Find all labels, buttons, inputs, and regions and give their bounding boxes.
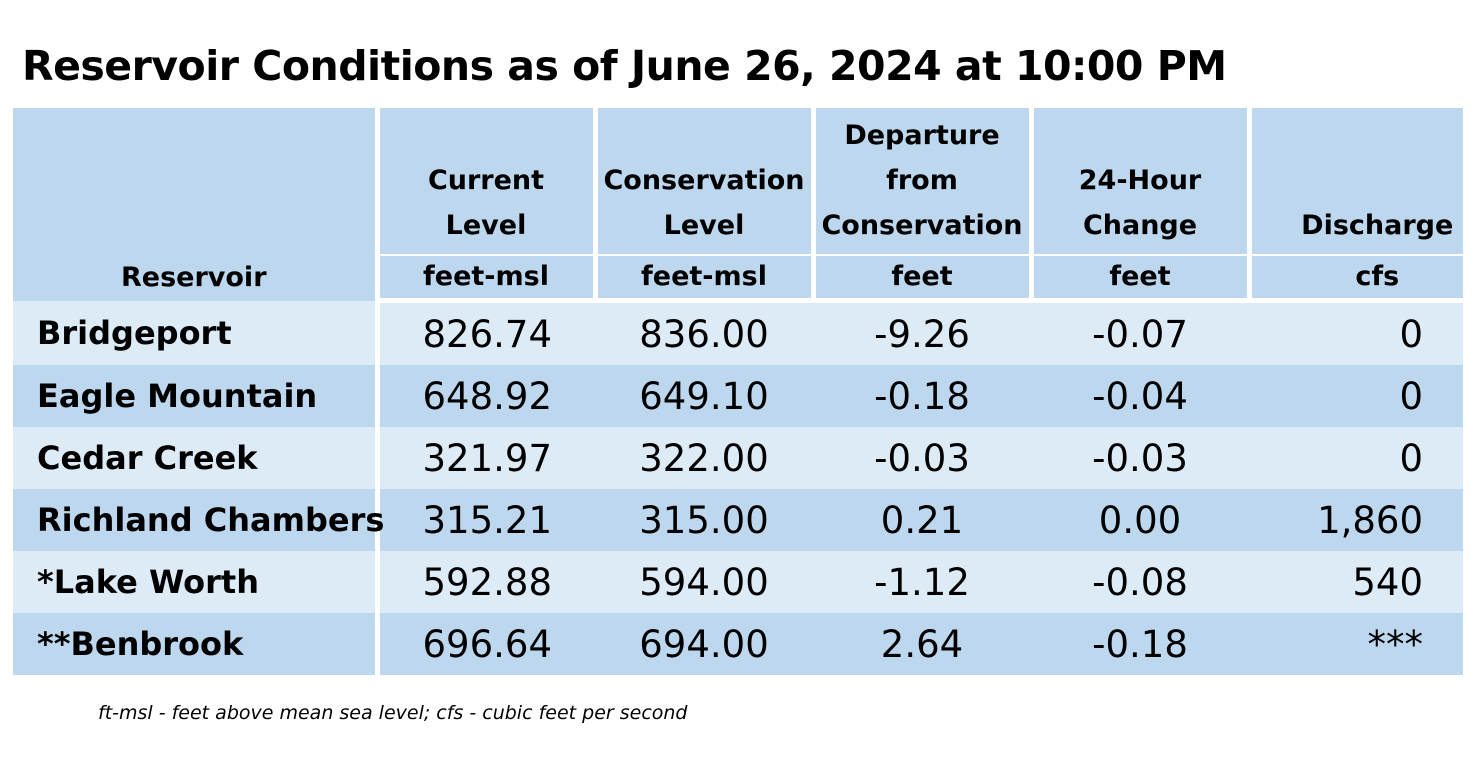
header-reservoir: Reservoir [13, 108, 380, 301]
page-title: Reservoir Conditions as of June 26, 2024… [22, 42, 1227, 90]
table-row: **Benbrook 696.64 694.00 2.64 -0.18 *** [13, 613, 1463, 675]
header-departure-line2: from [886, 165, 958, 196]
cell-departure: -0.18 [813, 365, 1031, 427]
header-current-level-line2: Level [445, 210, 527, 241]
cell-reservoir: Bridgeport [13, 300, 380, 365]
cell-current-level: 321.97 [377, 427, 595, 489]
header-change-line1: 24-Hour [1078, 165, 1202, 196]
header-change: 24-Hour Change [1031, 108, 1252, 256]
table-row: Richland Chambers 315.21 315.00 0.21 0.0… [13, 489, 1463, 551]
cell-discharge: 0 [1249, 365, 1463, 427]
cell-reservoir: *Lake Worth [13, 551, 380, 613]
cell-discharge: 0 [1249, 427, 1463, 489]
header-conservation-level-line2: Level [663, 210, 745, 241]
header-discharge-label: Discharge [1301, 210, 1454, 241]
table-row: Bridgeport 826.74 836.00 -9.26 -0.07 0 [13, 300, 1463, 365]
footnote: ft-msl - feet above mean sea level; cfs … [98, 702, 688, 724]
cell-reservoir: Richland Chambers [13, 489, 384, 551]
table-row: Cedar Creek 321.97 322.00 -0.03 -0.03 0 [13, 427, 1463, 489]
cell-change: -0.18 [1031, 613, 1249, 675]
unit-conservation-level: feet-msl [595, 255, 816, 303]
cell-change: 0.00 [1031, 489, 1249, 551]
unit-change: feet [1031, 255, 1252, 303]
header-current-level-line1: Current [427, 165, 545, 196]
cell-reservoir: **Benbrook [13, 613, 380, 675]
header-departure-line1: Departure [844, 120, 1000, 151]
cell-discharge: 1,860 [1249, 489, 1463, 551]
header-row-titles: Reservoir Current Level Conservation Lev… [13, 108, 1463, 301]
cell-conservation-level: 836.00 [595, 300, 813, 365]
header-conservation-level-line1: Conservation [603, 165, 805, 196]
table-header: Reservoir Current Level Conservation Lev… [13, 108, 1463, 303]
header-conservation-level: Conservation Level [595, 108, 816, 256]
table-row: Eagle Mountain 648.92 649.10 -0.18 -0.04… [13, 365, 1463, 427]
cell-current-level: 648.92 [377, 365, 595, 427]
cell-departure: 0.21 [813, 489, 1031, 551]
cell-discharge: 540 [1249, 551, 1463, 613]
cell-current-level: 592.88 [377, 551, 595, 613]
cell-departure: -1.12 [813, 551, 1031, 613]
header-current-level: Current Level [377, 108, 598, 256]
table-body: Bridgeport 826.74 836.00 -9.26 -0.07 0 E… [13, 300, 1463, 675]
cell-conservation-level: 649.10 [595, 365, 813, 427]
cell-current-level: 826.74 [377, 300, 595, 365]
cell-reservoir: Eagle Mountain [13, 365, 380, 427]
cell-conservation-level: 594.00 [595, 551, 813, 613]
unit-departure: feet [813, 255, 1034, 303]
table-row: *Lake Worth 592.88 594.00 -1.12 -0.08 54… [13, 551, 1463, 613]
header-discharge: Discharge [1249, 108, 1463, 256]
header-change-line2: Change [1082, 210, 1198, 241]
cell-change: -0.07 [1031, 300, 1249, 365]
cell-change: -0.08 [1031, 551, 1249, 613]
reservoir-table: Reservoir Current Level Conservation Lev… [13, 108, 1463, 675]
cell-discharge: 0 [1249, 300, 1463, 365]
unit-current-level: feet-msl [377, 255, 598, 303]
header-departure: Departure from Conservation [813, 108, 1034, 256]
header-departure-line3: Conservation [821, 210, 1023, 241]
cell-departure: 2.64 [813, 613, 1031, 675]
cell-current-level: 315.21 [377, 489, 595, 551]
unit-discharge: cfs [1249, 255, 1463, 303]
cell-departure: -0.03 [813, 427, 1031, 489]
cell-conservation-level: 315.00 [595, 489, 813, 551]
cell-discharge: *** [1249, 613, 1463, 675]
cell-change: -0.04 [1031, 365, 1249, 427]
header-row-units: feet-msl feet-msl feet feet cfs [13, 255, 1463, 303]
cell-conservation-level: 694.00 [595, 613, 813, 675]
cell-conservation-level: 322.00 [595, 427, 813, 489]
cell-current-level: 696.64 [377, 613, 595, 675]
cell-departure: -9.26 [813, 300, 1031, 365]
cell-change: -0.03 [1031, 427, 1249, 489]
cell-reservoir: Cedar Creek [13, 427, 380, 489]
